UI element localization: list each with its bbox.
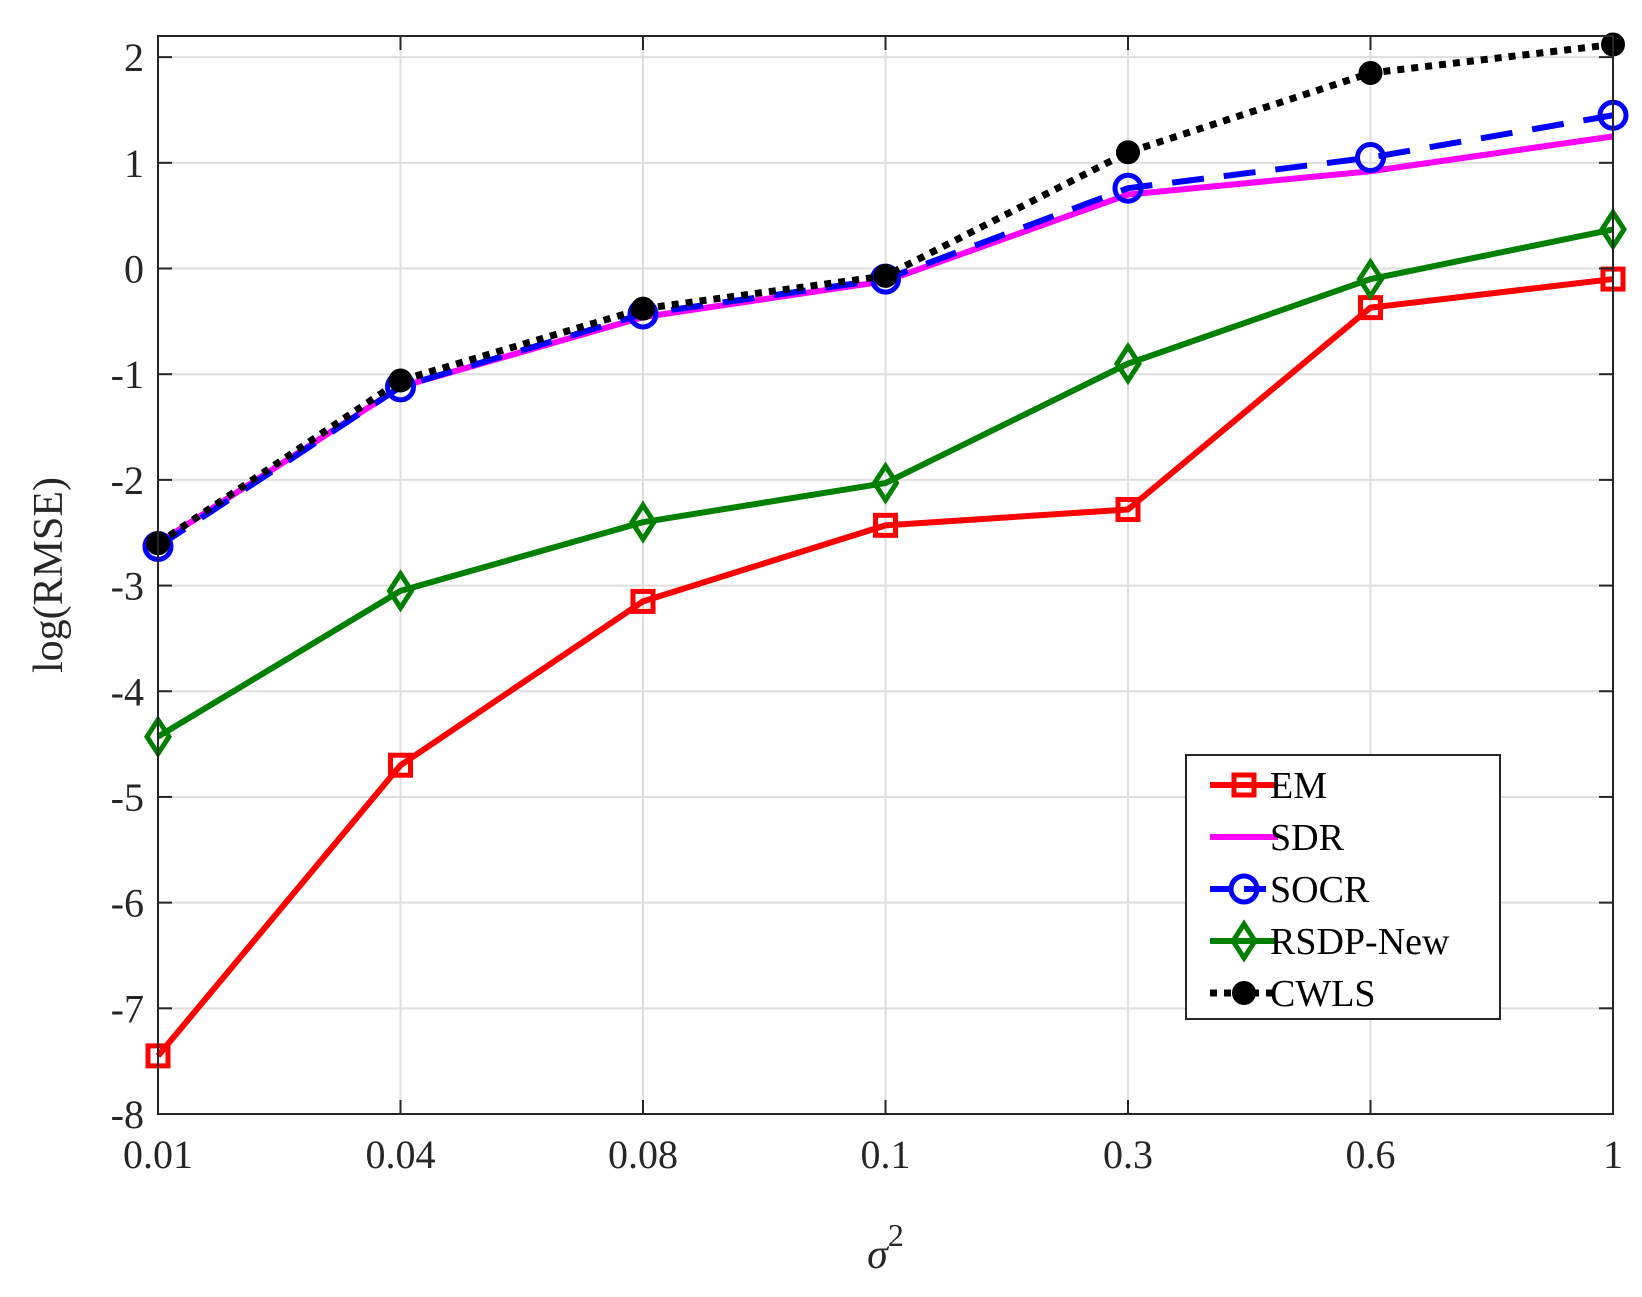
plot-frame — [157, 35, 1614, 1115]
y-tick-label: -1 — [111, 352, 144, 397]
y-tick-label: -8 — [111, 1092, 144, 1137]
data-point — [1114, 342, 1142, 386]
data-point — [873, 263, 898, 288]
y-axis-label: log(RMSE) — [26, 477, 72, 673]
y-tick-label: -6 — [111, 881, 144, 926]
legend-label: CWLS — [1270, 973, 1376, 1015]
legend-item-sdr: SDR — [1210, 817, 1345, 859]
data-point — [629, 500, 657, 544]
data-point — [1356, 257, 1385, 301]
legend-box — [1185, 754, 1501, 1020]
x-tick-label: 0.3 — [1103, 1132, 1153, 1177]
data-point — [1116, 140, 1140, 165]
y-tick-label: 0 — [124, 247, 144, 292]
data-point — [631, 296, 655, 321]
legend-label: RSDP-New — [1270, 921, 1450, 963]
y-tick-label: -5 — [111, 775, 144, 820]
y-tick-label: -7 — [111, 986, 144, 1031]
y-tick-label: -3 — [111, 564, 144, 609]
series-layer — [142, 32, 1629, 1069]
y-tick-label: -4 — [111, 669, 144, 714]
legend-item-socr: SOCR — [1210, 869, 1370, 911]
legend-label: EM — [1270, 765, 1327, 807]
y-tick-label: 2 — [124, 35, 144, 80]
legend-label: SOCR — [1270, 869, 1370, 911]
x-tick-label: 0.08 — [608, 1132, 678, 1177]
legend-item-em: EM — [1210, 765, 1327, 807]
data-point — [1355, 142, 1386, 174]
data-point — [630, 588, 656, 614]
data-point — [873, 512, 898, 538]
y-tick-labels: 2 1 0 -1 -2 -3 -4 -5 -6 -7 -8 — [111, 35, 144, 1137]
x-tick-label: 0.1 — [861, 1132, 911, 1177]
x-axis-label-superscript: 2 — [888, 1217, 904, 1253]
x-tick-label: 0.01 — [123, 1132, 193, 1177]
data-point — [1358, 60, 1383, 85]
data-point — [388, 368, 413, 393]
legend-item-rsdp-new: RSDP-New — [1210, 919, 1450, 963]
legend-swatch-marker — [1228, 873, 1260, 905]
x-tick-label: 0.04 — [366, 1132, 436, 1177]
y-tick-label: 1 — [124, 141, 144, 186]
data-point — [871, 461, 900, 505]
data-point — [1115, 496, 1141, 522]
legend-swatch-marker — [1232, 981, 1256, 1005]
series-line — [156, 226, 1614, 740]
x-axis-label: σ2 — [867, 1217, 904, 1278]
legend-label: SDR — [1270, 817, 1345, 859]
legend: EM SDR SOCR RSDP-New CWLS — [1185, 754, 1501, 1020]
data-point — [388, 752, 413, 778]
data-point — [1112, 172, 1144, 204]
legend-swatch-marker — [1230, 919, 1258, 963]
x-tick-label: 1 — [1603, 1132, 1623, 1177]
y-tick-label: -2 — [111, 458, 144, 503]
data-point — [386, 569, 415, 613]
legend-swatch-marker — [1231, 772, 1257, 798]
x-axis-label-symbol: σ — [867, 1232, 890, 1278]
x-tick-label: 0.6 — [1346, 1132, 1396, 1177]
x-tick-labels: 0.01 0.04 0.08 0.1 0.3 0.6 1 — [123, 1132, 1623, 1177]
series-line — [155, 276, 1614, 1058]
legend-item-cwls: CWLS — [1210, 973, 1376, 1015]
